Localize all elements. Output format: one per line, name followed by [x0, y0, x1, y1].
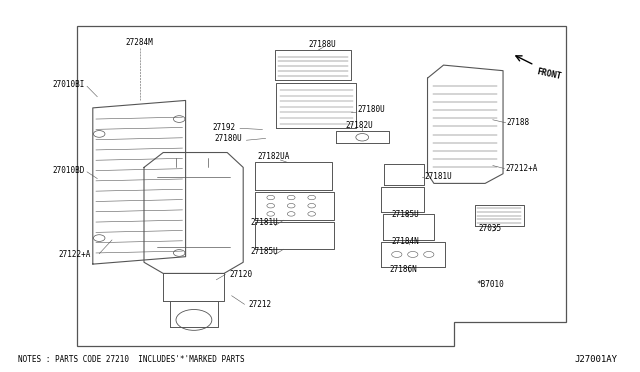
Text: 27010BD: 27010BD [52, 166, 85, 175]
Text: 27192: 27192 [212, 123, 236, 132]
Text: *B7010: *B7010 [477, 280, 504, 289]
Text: 27188: 27188 [507, 118, 530, 126]
Text: 27180U: 27180U [357, 105, 385, 114]
Text: 27120: 27120 [229, 270, 252, 279]
Text: 27182U: 27182U [346, 121, 373, 129]
Text: 27188U: 27188U [308, 39, 336, 48]
Text: 27181U: 27181U [251, 218, 278, 227]
Text: 27184N: 27184N [392, 237, 419, 246]
Text: 27180U: 27180U [214, 134, 242, 143]
Text: J27001AY: J27001AY [575, 355, 618, 364]
Text: 27284M: 27284M [125, 38, 153, 47]
Text: 27185U: 27185U [392, 209, 419, 218]
Text: 27035: 27035 [479, 224, 502, 232]
Text: NOTES : PARTS CODE 27210  INCLUDES'*'MARKED PARTS: NOTES : PARTS CODE 27210 INCLUDES'*'MARK… [18, 355, 244, 364]
Text: 27185U: 27185U [251, 247, 278, 256]
Text: 27122+A: 27122+A [59, 250, 92, 259]
Text: 27010BI: 27010BI [52, 80, 85, 89]
Text: 27186N: 27186N [389, 264, 417, 273]
Text: 27182UA: 27182UA [257, 152, 290, 161]
Text: 27212+A: 27212+A [506, 164, 538, 173]
Text: FRONT: FRONT [536, 67, 563, 81]
Text: 27181U: 27181U [424, 171, 452, 180]
Text: 27212: 27212 [248, 300, 271, 309]
